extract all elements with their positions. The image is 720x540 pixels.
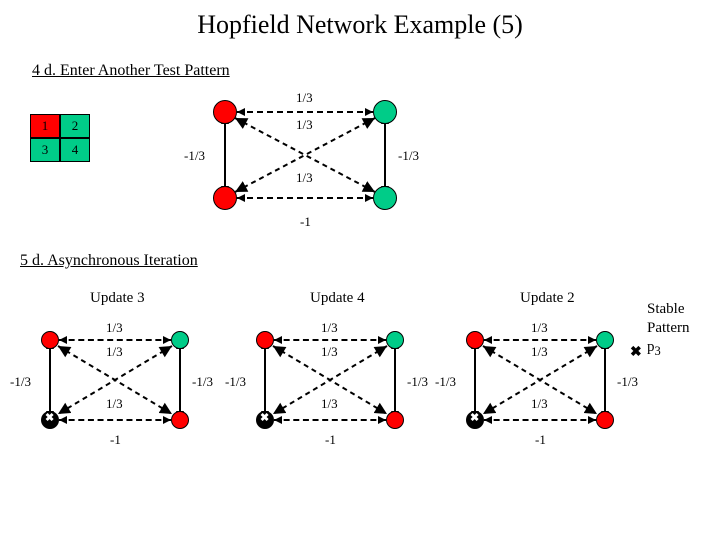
sg3-wd2: 1/3 bbox=[531, 396, 548, 412]
sg3-wbot: -1 bbox=[535, 432, 546, 448]
sg3-wr: -1/3 bbox=[617, 374, 638, 390]
sg3-top bbox=[484, 339, 596, 341]
sg3-bot-ar bbox=[588, 416, 596, 424]
sg3-bot-al bbox=[484, 416, 492, 424]
sg3-tl bbox=[466, 331, 484, 349]
sg3-top-al bbox=[484, 336, 492, 344]
sg3-top-ar bbox=[588, 336, 596, 344]
sg3-wtop: 1/3 bbox=[531, 320, 548, 336]
sg3-bot bbox=[484, 419, 596, 421]
sg3-right bbox=[604, 349, 606, 411]
sg3-bl-x: ✖ bbox=[470, 411, 479, 424]
sg3-tr bbox=[596, 331, 614, 349]
sg3-wd1: 1/3 bbox=[531, 344, 548, 360]
sg3-diagonals bbox=[0, 0, 720, 540]
sg3-wl: -1/3 bbox=[435, 374, 456, 390]
sg3-left bbox=[474, 349, 476, 411]
sg3-br bbox=[596, 411, 614, 429]
